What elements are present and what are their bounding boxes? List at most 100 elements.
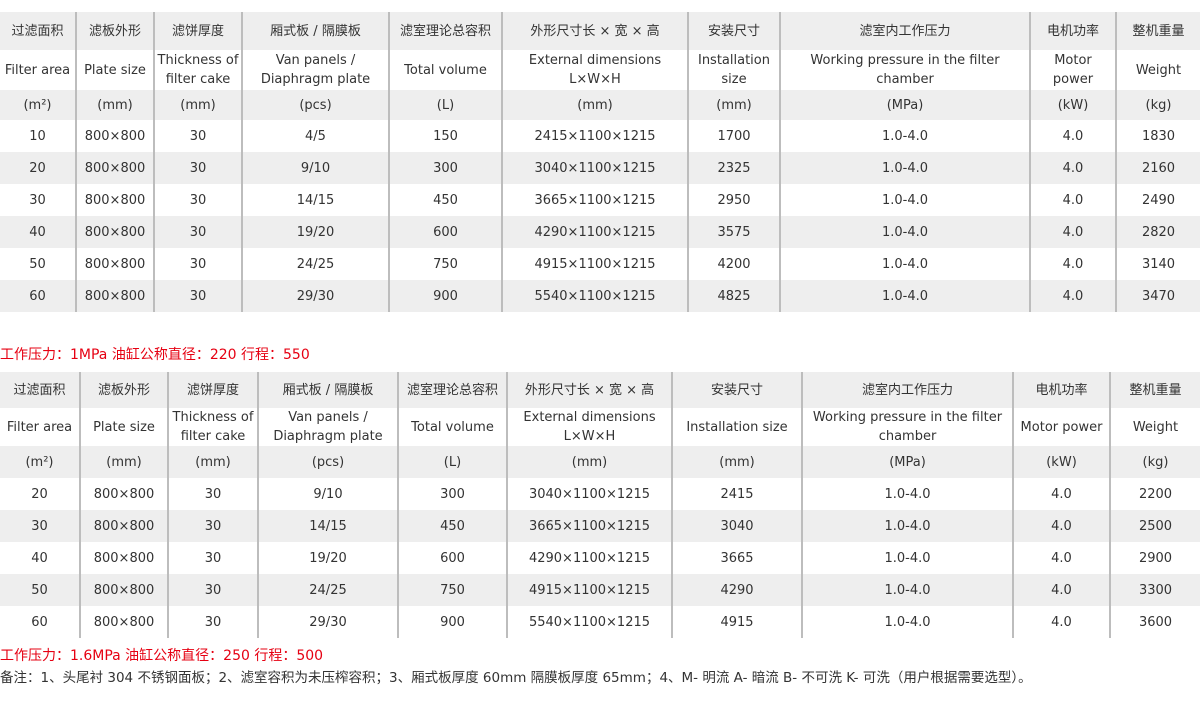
header-cell: Total volume xyxy=(388,50,502,90)
table-cell: 2325 xyxy=(687,152,780,184)
table-cell: 4.0 xyxy=(1012,478,1110,510)
table-cell: 4290×1100×1215 xyxy=(501,216,688,248)
table-row: 50 800×800 30 24/25 750 4915×1100×1215 4200 1.0… xyxy=(0,248,1200,280)
table-cell: 800×800 xyxy=(75,280,154,312)
header-cell: 过滤面积 xyxy=(0,372,80,408)
header-cell: 滤室理论总容积 xyxy=(388,12,502,50)
table-cell: 2500 xyxy=(1109,510,1200,542)
header-cell: Working pressure in the filter chamber xyxy=(801,408,1013,446)
header-cell: (MPa) xyxy=(801,446,1013,478)
table-cell: 10 xyxy=(0,120,76,152)
table-cell: 2160 xyxy=(1115,152,1200,184)
header-cell: (m²) xyxy=(0,446,80,478)
table-cell: 1.0-4.0 xyxy=(779,248,1030,280)
table-cell: 30 xyxy=(153,120,242,152)
table-cell: 19/20 xyxy=(241,216,389,248)
header-cell: 安装尺寸 xyxy=(687,12,780,50)
table-cell: 600 xyxy=(397,542,507,574)
table-cell: 29/30 xyxy=(257,606,398,638)
header-cell: 滤板外形 xyxy=(75,12,154,50)
header-cell: (mm) xyxy=(671,446,802,478)
table2-caption: 工作压力：1.6MPa 油缸公称直径：250 行程：500 xyxy=(0,648,324,664)
header-cell: 滤饼厚度 xyxy=(167,372,258,408)
table-cell: 1.0-4.0 xyxy=(801,510,1013,542)
table-cell: 300 xyxy=(388,152,502,184)
header-cell: (m²) xyxy=(0,90,76,120)
table-cell: 30 xyxy=(153,216,242,248)
table-cell: 800×800 xyxy=(75,248,154,280)
table-cell: 60 xyxy=(0,606,80,638)
table-cell: 800×800 xyxy=(75,216,154,248)
header-en-row: Filter area Plate size Thickness of filter… xyxy=(0,50,1200,90)
header-cell: (pcs) xyxy=(241,90,389,120)
header-cell: 安装尺寸 xyxy=(671,372,802,408)
header-cell: Installation size xyxy=(687,50,780,90)
header-cell: (kW) xyxy=(1029,90,1116,120)
table-cell: 800×800 xyxy=(79,606,168,638)
table-cell: 19/20 xyxy=(257,542,398,574)
table-cell: 50 xyxy=(0,248,76,280)
table-cell: 30 xyxy=(0,510,80,542)
header-cell: 过滤面积 xyxy=(0,12,76,50)
table-cell: 30 xyxy=(167,510,258,542)
header-cell: (L) xyxy=(397,446,507,478)
table-cell: 30 xyxy=(0,184,76,216)
header-cell: (mm) xyxy=(79,446,168,478)
table-cell: 30 xyxy=(153,280,242,312)
table-cell: 1830 xyxy=(1115,120,1200,152)
header-cell: (mm) xyxy=(167,446,258,478)
header-cell: Weight xyxy=(1115,50,1200,90)
table-cell: 4.0 xyxy=(1029,280,1116,312)
header-cell: External dimensions L×W×H xyxy=(501,50,688,90)
table-cell: 1.0-4.0 xyxy=(801,542,1013,574)
table-cell: 150 xyxy=(388,120,502,152)
table-cell: 29/30 xyxy=(241,280,389,312)
table-cell: 600 xyxy=(388,216,502,248)
table-cell: 3665×1100×1215 xyxy=(501,184,688,216)
table-cell: 3470 xyxy=(1115,280,1200,312)
header-cell: (kg) xyxy=(1115,90,1200,120)
table-row: 40 800×800 30 19/20 600 4290×1100×1215 3575 1.0… xyxy=(0,216,1200,248)
table-cell: 300 xyxy=(397,478,507,510)
header-cell: Van panels / Diaphragm plate xyxy=(241,50,389,90)
table-cell: 4290 xyxy=(671,574,802,606)
table-row: 60 800×800 30 29/30 900 5540×1100×1215 4825 1.0… xyxy=(0,280,1200,312)
header-cell: (mm) xyxy=(687,90,780,120)
table-cell: 4915×1100×1215 xyxy=(506,574,672,606)
table-cell: 3665 xyxy=(671,542,802,574)
header-cell: Filter area xyxy=(0,408,80,446)
table-cell: 30 xyxy=(167,478,258,510)
table-cell: 14/15 xyxy=(257,510,398,542)
header-cell: 外形尺寸长 × 宽 × 高 xyxy=(506,372,672,408)
table-cell: 1.0-4.0 xyxy=(779,280,1030,312)
table-cell: 800×800 xyxy=(79,478,168,510)
header-cell: 滤室理论总容积 xyxy=(397,372,507,408)
table-row: 50 800×800 30 24/25 750 4915×1100×1215 4290 1.0… xyxy=(0,574,1200,606)
header-cell: Installation size xyxy=(671,408,802,446)
table-cell: 2950 xyxy=(687,184,780,216)
table-cell: 50 xyxy=(0,574,80,606)
table-cell: 2900 xyxy=(1109,542,1200,574)
table-cell: 3665×1100×1215 xyxy=(506,510,672,542)
table-cell: 30 xyxy=(153,248,242,280)
header-cell: 外形尺寸长 × 宽 × 高 xyxy=(501,12,688,50)
header-en-row: Filter area Plate size Thickness of filter… xyxy=(0,408,1200,446)
table-cell: 900 xyxy=(388,280,502,312)
table-cell: 30 xyxy=(167,574,258,606)
table-cell: 4200 xyxy=(687,248,780,280)
table-cell: 900 xyxy=(397,606,507,638)
table-cell: 1.0-4.0 xyxy=(801,574,1013,606)
table-row: 20 800×800 30 9/10 300 3040×1100×1215 2325 1.0-… xyxy=(0,152,1200,184)
table-cell: 30 xyxy=(153,184,242,216)
table-cell: 4.0 xyxy=(1012,606,1110,638)
header-cell: (mm) xyxy=(153,90,242,120)
table-cell: 1.0-4.0 xyxy=(779,152,1030,184)
table-cell: 20 xyxy=(0,152,76,184)
table-cell: 4825 xyxy=(687,280,780,312)
header-cn-row: 过滤面积 滤板外形 滤饼厚度 厢式板 / 隔膜板 滤室理论总容积 外形尺寸长 × 宽 × … xyxy=(0,372,1200,408)
table-cell: 14/15 xyxy=(241,184,389,216)
units-row: (m²) (mm) (mm) (pcs) (L) (mm) (mm) (MPa) (kW) (kg… xyxy=(0,446,1200,478)
table-cell: 3040×1100×1215 xyxy=(506,478,672,510)
table-cell: 3140 xyxy=(1115,248,1200,280)
table-cell: 800×800 xyxy=(79,574,168,606)
